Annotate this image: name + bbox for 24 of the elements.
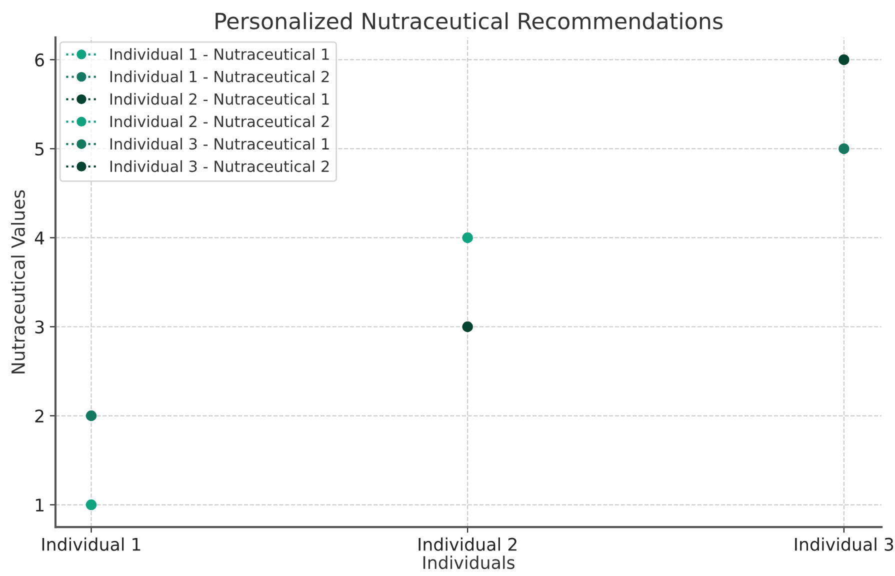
legend-label: Individual 3 - Nutraceutical 1 (110, 138, 329, 150)
chart-title: Personalized Nutraceutical Recommendations (216, 12, 722, 30)
legend-label: Individual 3 - Nutraceutical 2 (110, 160, 329, 172)
y-axis-title: Nutraceutical Values (10, 190, 25, 374)
x-tick-label: Individual 3 (795, 537, 894, 551)
y-tick-label: 3 (35, 320, 44, 334)
y-tick-label: 5 (35, 142, 44, 156)
legend-label: Individual 2 - Nutraceutical 1 (110, 92, 329, 105)
legend-label: Individual 1 - Nutraceutical 1 (110, 48, 329, 60)
y-tick-label: 4 (34, 232, 44, 244)
point (86, 499, 97, 510)
x-axis-title: Individuals (423, 556, 514, 570)
x-tick-label: Individual 2 (418, 537, 516, 551)
point (838, 54, 850, 66)
y-tick-label: 2 (35, 409, 44, 422)
x-tick-label: Individual 1 (42, 537, 140, 551)
y-tick-label: 6 (35, 53, 44, 67)
point (838, 143, 850, 154)
point (86, 410, 97, 422)
point (462, 232, 473, 244)
y-tick-label: 1 (36, 498, 44, 512)
point (462, 321, 473, 332)
legend-label: Individual 1 - Nutraceutical 2 (110, 70, 329, 82)
legend-label: Individual 2 - Nutraceutical 2 (110, 115, 329, 128)
